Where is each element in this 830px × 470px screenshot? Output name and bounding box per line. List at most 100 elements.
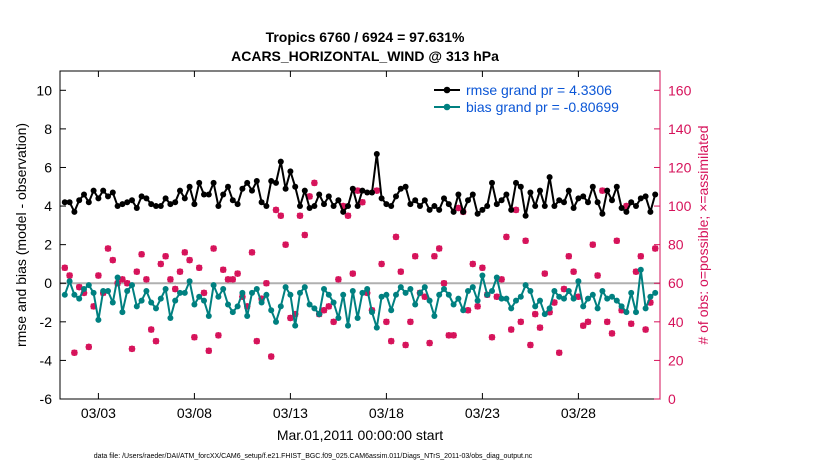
bias-point [225,301,231,308]
obs-assimilated-stroke [354,187,361,194]
rmse-point [436,206,443,213]
obs-assimilated-marker [253,337,260,345]
bias-point [124,287,131,294]
obs-assimilated-marker [196,264,203,271]
bias-point [628,289,635,296]
rmse-point [561,199,567,206]
obs-assimilated-marker [176,268,184,275]
obs-assimilated-marker [517,318,524,326]
rmse-point [177,187,183,194]
rmse-point [537,187,543,194]
rmse-point [441,195,447,202]
obs-assimilated-marker [61,264,68,271]
bias-point [239,289,246,296]
rmse-point [633,203,639,210]
rmse-point [455,191,462,198]
rmse-point [201,191,207,198]
rmse-point [469,191,476,198]
legend: rmse grand pr = 4.3306 bias grand pr = -… [434,82,619,115]
obs-assimilated-marker [344,212,352,219]
obs-assimilated-stroke [172,285,179,293]
rmse-point [210,179,217,186]
obs-assimilated-stroke [287,314,294,322]
rmse-point [484,203,491,210]
obs-assimilated-stroke [426,339,433,347]
bias-point [527,287,534,294]
rmse-point [186,183,193,190]
legend-rmse-label: rmse grand pr = 4.3306 [466,82,612,98]
rmse-point [253,177,260,184]
rmse-point [556,197,563,204]
y-right-tick-label: 160 [668,82,692,98]
rmse-point [354,203,361,210]
obs-assimilated-stroke [167,276,174,283]
obs-assimilated-stroke [604,318,611,325]
bias-point [479,272,486,279]
rmse-point [421,197,428,204]
obs-assimilated-marker [431,253,438,260]
rmse-point [220,191,227,198]
bias-point [373,324,380,331]
bias-point [186,278,193,285]
obs-assimilated-marker [215,332,222,339]
bias-point [61,291,68,298]
obs-assimilated-stroke [186,256,193,264]
bias-point [81,286,87,293]
obs-assimilated-stroke [320,307,328,314]
bias-point [105,287,111,294]
obs-assimilated-marker [85,343,92,351]
obs-assimilated-marker [311,179,318,187]
bias-point [335,314,342,321]
obs-assimilated-stroke [200,289,208,296]
rmse-point [369,189,375,196]
obs-assimilated-marker [205,347,212,354]
bias-point [119,309,126,316]
bias-point [436,291,443,298]
rmse-point [498,197,505,204]
bias-point [565,287,572,294]
bias-point [599,287,606,294]
rmse-point [66,199,73,206]
legend-bias-marker [443,103,451,111]
rmse-point [652,191,659,198]
y-axis-label: rmse and bias (model - observation) [13,123,29,347]
obs-assimilated-marker [272,206,280,214]
obs-assimilated-marker [440,280,448,287]
rmse-point [244,179,251,186]
bias-point [513,297,519,304]
rmse-point [589,183,596,190]
y-tick-label: -2 [40,314,53,330]
y-right-tick-label: 40 [668,314,684,330]
bias-point [460,307,467,314]
bias-point [263,291,270,298]
rmse-point [258,199,265,206]
obs-assimilated-stroke [532,311,539,318]
bias-point [167,314,174,321]
bias-point [138,297,145,304]
bias-point [172,297,179,304]
bias-line [63,268,656,329]
obs-assimilated-stroke [176,268,184,275]
obs-assimilated-stroke [104,245,112,252]
rmse-point [196,179,203,186]
obs-assimilated-stroke [66,272,73,279]
bias-point [66,278,73,285]
obs-assimilated-stroke [407,318,414,325]
obs-assimilated-marker [71,349,78,356]
y-tick-label: -6 [40,391,53,407]
rmse-point [114,203,121,210]
bias-point [508,305,515,312]
obs-assimilated-stroke [143,276,150,283]
bias-point [580,303,587,310]
bias-point [465,287,471,294]
bias-point [445,291,452,298]
bias-point [517,293,524,300]
obs-assimilated-stroke [455,204,462,212]
rmse-point [623,208,630,215]
obs-assimilated-marker [589,241,596,248]
y-right-tick-label: 60 [668,275,684,291]
bias-point [441,286,447,293]
rmse-point [301,187,308,194]
bias-point [618,303,625,310]
bias-point [561,295,567,302]
